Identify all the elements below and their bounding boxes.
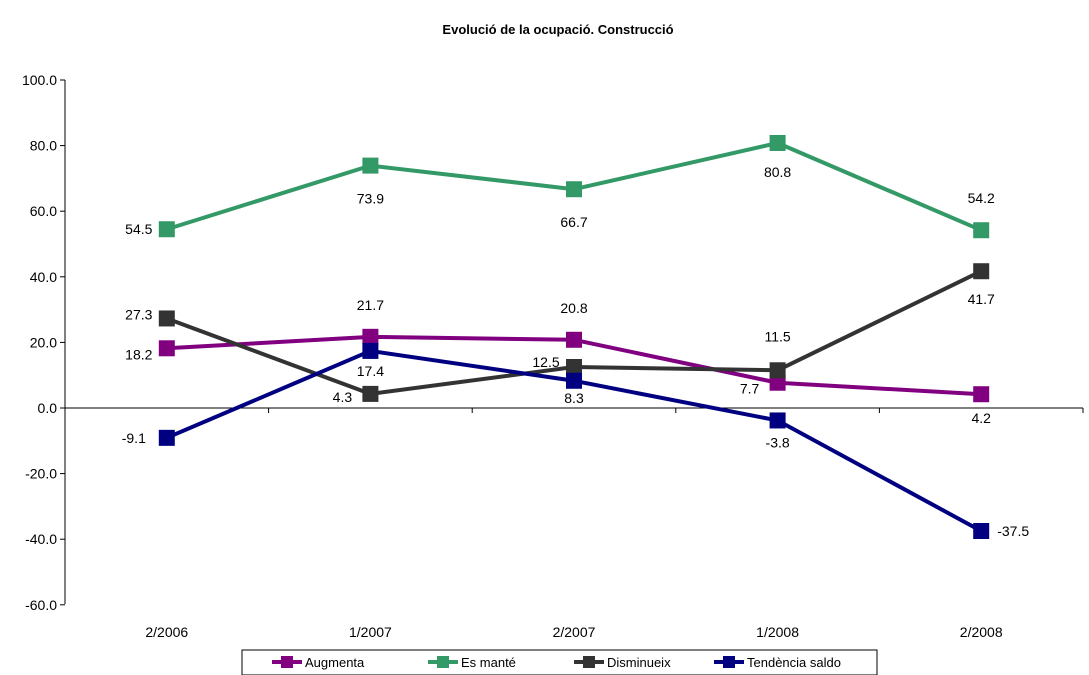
data-label: 11.5 — [764, 328, 790, 344]
data-point-marker — [769, 134, 786, 151]
data-label: 20.8 — [560, 300, 587, 316]
legend-box — [241, 649, 878, 675]
legend-swatch-marker — [437, 656, 449, 668]
data-point-marker — [158, 221, 175, 238]
legend-label: Tendència saldo — [747, 655, 841, 670]
legend-swatch-marker — [723, 656, 735, 668]
data-label: 21.7 — [357, 297, 384, 313]
y-tick-label: 20.0 — [30, 334, 57, 350]
legend-swatch-marker — [281, 656, 293, 668]
legend-label: Augmenta — [305, 655, 365, 670]
y-tick-label: 80.0 — [30, 138, 57, 154]
y-tick-label: 60.0 — [30, 203, 57, 219]
data-point-marker — [973, 386, 990, 403]
y-tick-label: 0.0 — [38, 400, 58, 416]
data-point-marker — [362, 385, 379, 402]
data-point-marker — [566, 181, 582, 198]
data-label: 7.7 — [740, 381, 760, 397]
data-label: 73.9 — [357, 191, 384, 207]
data-label: 4.2 — [971, 410, 991, 426]
series-layer — [158, 134, 990, 539]
x-tick-label: 1/2007 — [349, 624, 392, 640]
data-point-marker — [566, 372, 582, 389]
data-labels: 18.2 21.7 20.8 7.7 4.2 54.5 73.9 66.7 80.8 54.2 27… — [122, 164, 1030, 539]
x-tick-label: 2/2006 — [145, 624, 188, 640]
data-point-marker — [362, 342, 379, 359]
legend: Augmenta Es manté Disminueix Tendència sald… — [241, 649, 878, 675]
data-label: 54.2 — [968, 190, 995, 206]
chart-title: Evolució de la ocupació. Construcció — [442, 22, 673, 37]
data-point-marker — [973, 222, 990, 239]
y-tick-label: -60.0 — [25, 597, 57, 613]
legend-label: Es manté — [461, 655, 516, 670]
legend-label: Disminueix — [607, 655, 671, 670]
data-point-marker — [973, 263, 990, 280]
data-point-marker — [769, 362, 786, 379]
data-label: -9.1 — [122, 430, 146, 446]
data-point-marker — [566, 359, 582, 375]
x-tick-label: 1/2008 — [756, 624, 799, 640]
data-point-marker — [769, 412, 786, 429]
axes: 100.0 80.0 60.0 40.0 20.0 0.0 -20.0 -40.0 -60.0 2… — [22, 72, 1084, 640]
data-label: 66.7 — [560, 214, 587, 230]
data-label: 54.5 — [125, 221, 152, 237]
data-point-marker — [158, 429, 175, 446]
data-point-marker — [362, 157, 379, 174]
legend-swatch-marker — [583, 656, 595, 668]
data-point-marker — [566, 331, 582, 348]
y-tick-label: 100.0 — [22, 72, 57, 88]
y-tick-label: 40.0 — [30, 269, 57, 285]
data-label: -37.5 — [997, 523, 1029, 539]
data-label: 27.3 — [125, 306, 152, 322]
data-point-marker — [158, 310, 175, 327]
data-label: 8.3 — [564, 390, 584, 406]
data-point-marker — [973, 523, 990, 539]
data-point-marker — [362, 328, 379, 345]
x-tick-label: 2/2007 — [553, 624, 596, 640]
y-tick-label: -40.0 — [25, 531, 57, 547]
data-label: 12.5 — [532, 354, 559, 370]
data-label: 4.3 — [333, 389, 353, 405]
data-label: 18.2 — [125, 346, 152, 362]
data-label: 41.7 — [968, 291, 995, 307]
data-label: 80.8 — [764, 164, 791, 180]
data-label: -3.8 — [766, 434, 790, 450]
y-tick-label: -20.0 — [25, 466, 57, 482]
data-point-marker — [158, 340, 175, 357]
data-label: 17.4 — [357, 363, 384, 379]
x-tick-label: 2/2008 — [960, 624, 1003, 640]
